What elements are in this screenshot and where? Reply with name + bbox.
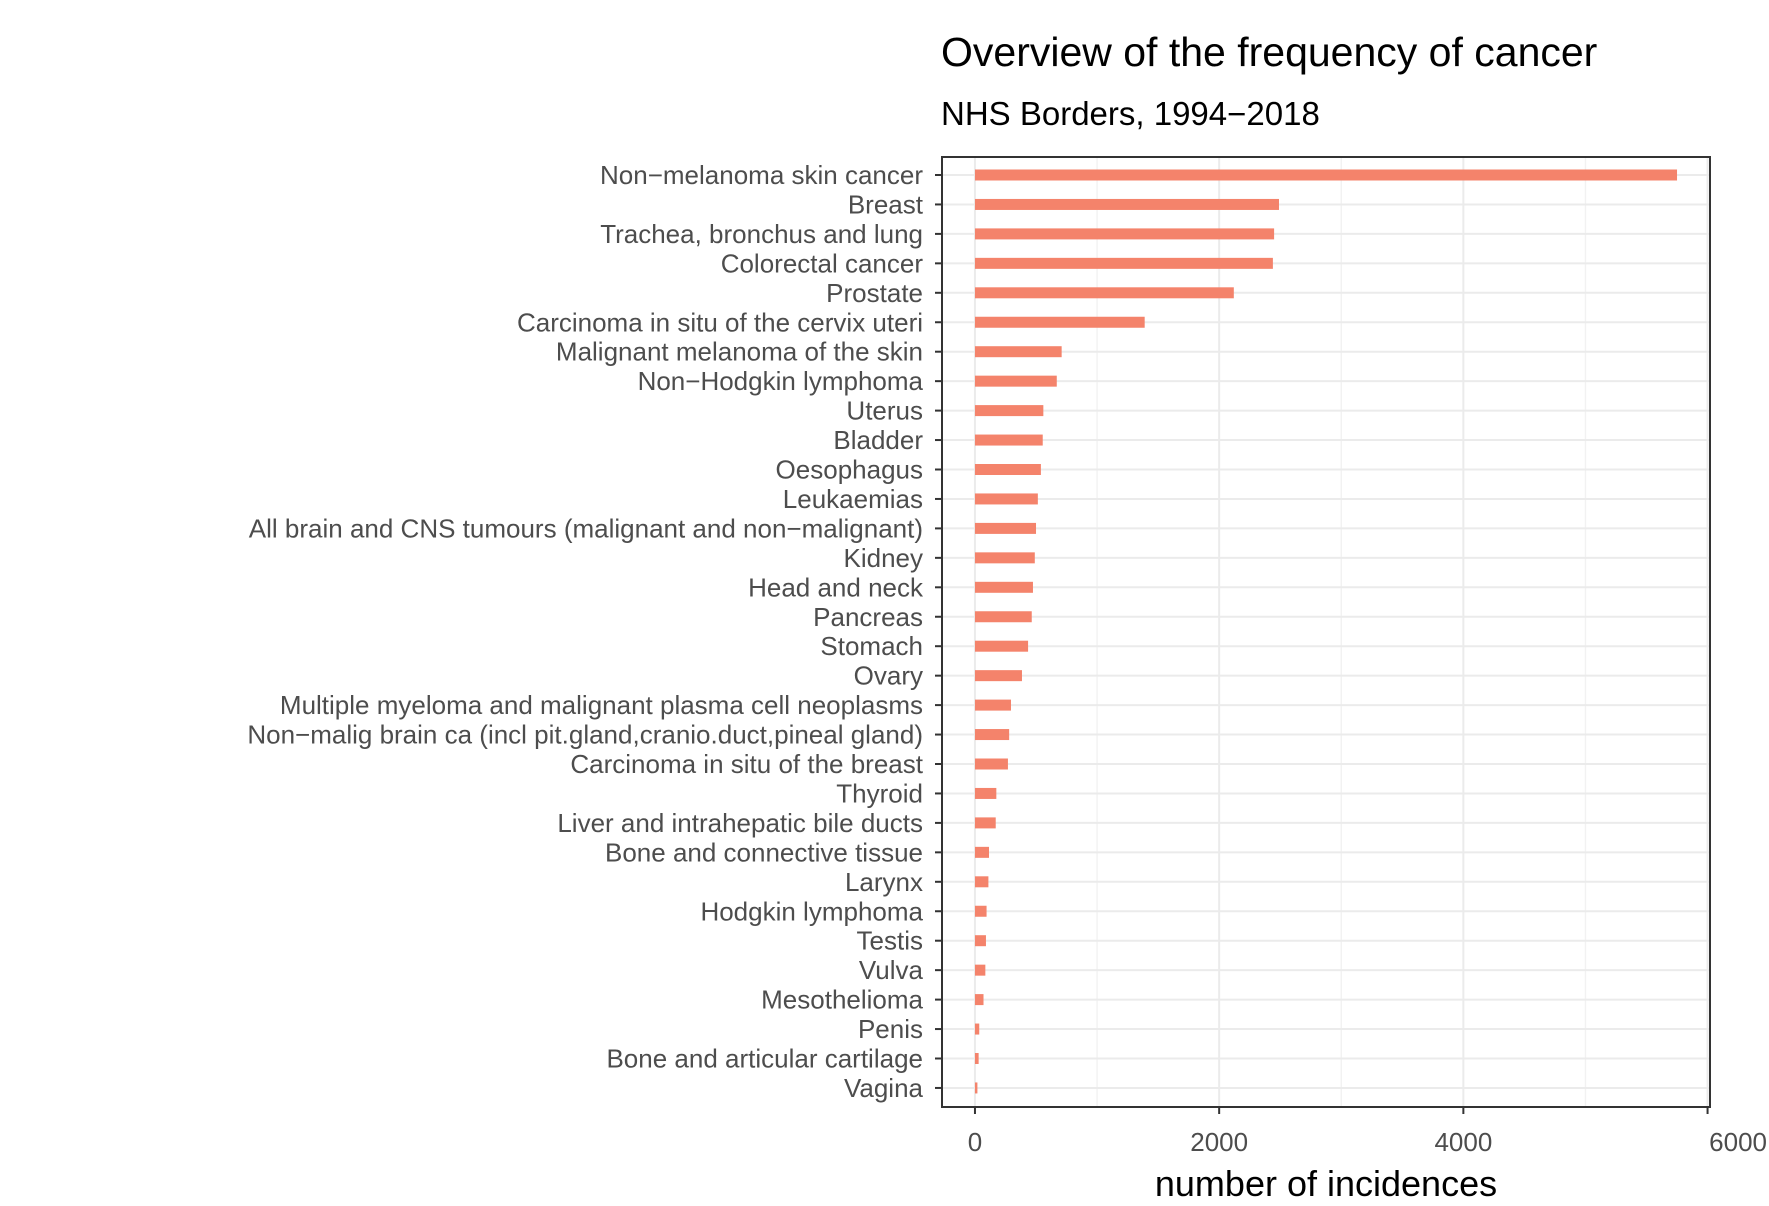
x-tick-label: 6000 bbox=[1709, 1127, 1767, 1157]
panel-border bbox=[942, 157, 1710, 1107]
x-tick-label: 0 bbox=[968, 1127, 982, 1157]
category-label: Thyroid bbox=[836, 778, 923, 808]
category-label: Larynx bbox=[845, 867, 923, 897]
bar bbox=[975, 170, 1677, 181]
category-label: Malignant melanoma of the skin bbox=[556, 337, 923, 367]
bar bbox=[975, 523, 1036, 534]
category-label: Uterus bbox=[846, 396, 923, 426]
bar bbox=[975, 817, 996, 828]
category-label: Kidney bbox=[844, 543, 924, 573]
category-label: Carcinoma in situ of the cervix uteri bbox=[517, 307, 923, 337]
category-label: Stomach bbox=[820, 631, 923, 661]
x-tick-label: 2000 bbox=[1190, 1127, 1248, 1157]
bar bbox=[975, 552, 1035, 563]
bar bbox=[975, 876, 988, 887]
axis-ticks bbox=[935, 175, 1708, 1114]
bar bbox=[975, 847, 989, 858]
category-label: Vulva bbox=[859, 955, 924, 985]
category-label: All brain and CNS tumours (malignant and… bbox=[249, 513, 923, 543]
bar bbox=[975, 228, 1274, 239]
category-label: Bone and connective tissue bbox=[605, 837, 923, 867]
category-label: Penis bbox=[858, 1014, 923, 1044]
category-label: Breast bbox=[848, 189, 924, 219]
bar bbox=[975, 700, 1011, 711]
bar bbox=[975, 258, 1273, 269]
category-label: Bladder bbox=[833, 425, 923, 455]
bar bbox=[975, 1053, 979, 1064]
category-label: Leukaemias bbox=[783, 484, 923, 514]
bars bbox=[975, 170, 1677, 1094]
bar bbox=[975, 464, 1041, 475]
category-label: Ovary bbox=[854, 661, 923, 691]
category-label: Mesothelioma bbox=[761, 985, 923, 1015]
x-tick-labels: 0 2000 4000 6000 bbox=[968, 1127, 1767, 1157]
bar bbox=[975, 611, 1032, 622]
category-label: Liver and intrahepatic bile ducts bbox=[557, 808, 923, 838]
bar bbox=[975, 729, 1009, 740]
category-label: Pancreas bbox=[813, 602, 923, 632]
chart-title: Overview of the frequency of cancer bbox=[941, 29, 1597, 75]
category-label: Hodgkin lymphoma bbox=[700, 896, 923, 926]
category-label: Bone and articular cartilage bbox=[606, 1044, 923, 1074]
bar bbox=[975, 287, 1234, 298]
gridlines bbox=[942, 157, 1710, 1107]
bar bbox=[975, 906, 987, 917]
category-label: Testis bbox=[857, 926, 923, 956]
category-label: Carcinoma in situ of the breast bbox=[570, 749, 923, 779]
bar bbox=[975, 435, 1043, 446]
bar bbox=[975, 317, 1145, 328]
bar bbox=[975, 935, 986, 946]
bar bbox=[975, 641, 1028, 652]
bar bbox=[975, 965, 985, 976]
bar bbox=[975, 199, 1279, 210]
bar bbox=[975, 493, 1038, 504]
bar bbox=[975, 346, 1062, 357]
x-tick-label: 4000 bbox=[1434, 1127, 1492, 1157]
bar bbox=[975, 994, 984, 1005]
category-label: Multiple myeloma and malignant plasma ce… bbox=[280, 690, 923, 720]
bar bbox=[975, 759, 1008, 770]
category-label: Non−Hodgkin lymphoma bbox=[638, 366, 924, 396]
category-label: Prostate bbox=[826, 278, 923, 308]
bar bbox=[975, 1024, 979, 1035]
bar bbox=[975, 670, 1022, 681]
category-label: Vagina bbox=[844, 1073, 924, 1103]
category-label: Head and neck bbox=[748, 572, 924, 602]
category-label: Trachea, bronchus and lung bbox=[600, 219, 923, 249]
category-label: Colorectal cancer bbox=[721, 248, 924, 278]
x-axis-title: number of incidences bbox=[1155, 1163, 1497, 1204]
category-label: Non−melanoma skin cancer bbox=[600, 160, 923, 190]
bar bbox=[975, 788, 996, 799]
chart-subtitle: NHS Borders, 1994−2018 bbox=[941, 95, 1320, 132]
category-label: Non−malig brain ca (incl pit.gland,crani… bbox=[247, 720, 923, 750]
category-label: Oesophagus bbox=[776, 455, 923, 485]
bar bbox=[975, 405, 1043, 416]
bar bbox=[975, 1082, 977, 1093]
bar bbox=[975, 376, 1057, 387]
bar bbox=[975, 582, 1033, 593]
